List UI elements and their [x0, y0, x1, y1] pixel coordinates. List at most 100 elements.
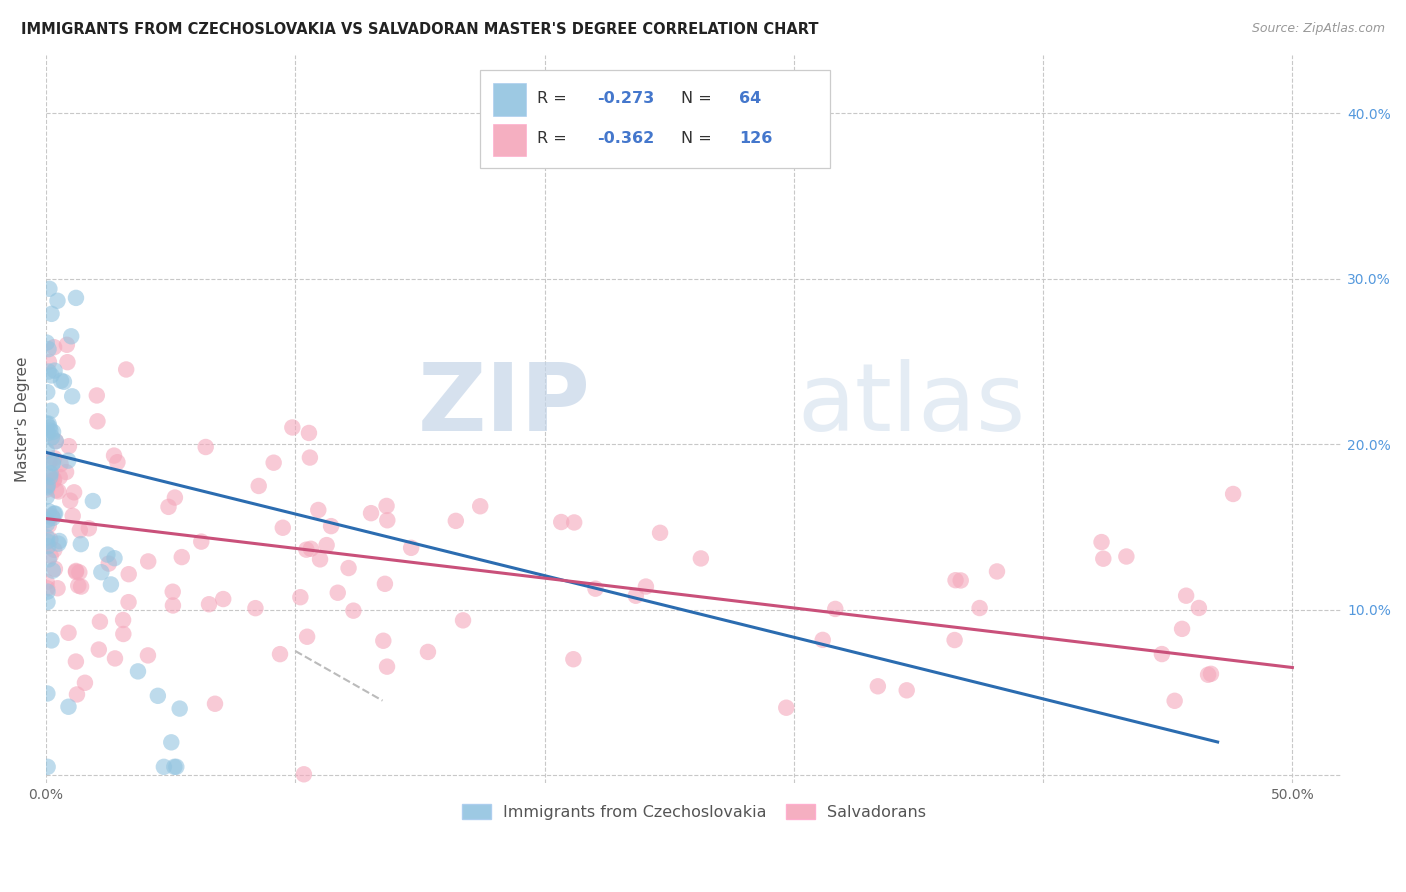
Point: [60, 329, 83, 343]
Point: [90, 565, 112, 579]
Point: [444, 514, 467, 528]
Point: [634, 580, 657, 594]
Point: [245, 601, 267, 615]
Point: [49, 457, 72, 471]
Point: [1188, 601, 1211, 615]
Point: [136, 648, 159, 663]
Point: [165, 760, 187, 774]
Point: [35, 516, 58, 531]
Point: [342, 604, 364, 618]
Point: [45, 434, 67, 449]
Point: [1171, 622, 1194, 636]
Point: [1175, 589, 1198, 603]
Point: [162, 584, 184, 599]
Point: [39, 549, 62, 563]
Point: [66, 688, 89, 702]
Point: [69, 537, 91, 551]
Point: [62, 508, 84, 523]
Text: IMMIGRANTS FROM CZECHOSLOVAKIA VS SALVADORAN MASTER'S DEGREE CORRELATION CHART: IMMIGRANTS FROM CZECHOSLOVAKIA VS SALVAD…: [21, 22, 818, 37]
Point: [41, 633, 63, 648]
Point: [247, 479, 270, 493]
Point: [59, 493, 82, 508]
Point: [41, 456, 63, 470]
Point: [58, 625, 80, 640]
Point: [35, 483, 58, 497]
Point: [77, 521, 100, 535]
Text: -0.273: -0.273: [598, 91, 654, 105]
Point: [269, 647, 291, 661]
FancyBboxPatch shape: [494, 124, 526, 156]
Point: [65, 564, 87, 578]
Point: [42, 425, 65, 439]
Point: [65, 291, 87, 305]
Text: N =: N =: [681, 91, 717, 105]
Point: [39, 467, 62, 481]
Point: [986, 565, 1008, 579]
Point: [319, 519, 342, 533]
Point: [37, 478, 59, 492]
Point: [38, 552, 60, 566]
Point: [299, 541, 322, 556]
Point: [127, 665, 149, 679]
Point: [38, 417, 60, 431]
Point: [298, 425, 321, 440]
Point: [41, 508, 63, 523]
Point: [42, 511, 65, 525]
Text: atlas: atlas: [797, 359, 1026, 450]
Point: [281, 420, 304, 434]
Point: [326, 585, 349, 599]
Point: [37, 534, 59, 549]
Point: [896, 683, 918, 698]
Point: [35, 490, 58, 504]
Point: [46, 581, 69, 595]
Point: [35, 443, 58, 458]
Point: [115, 362, 138, 376]
Point: [198, 597, 221, 611]
Point: [309, 552, 332, 566]
Point: [67, 566, 90, 580]
Point: [107, 455, 129, 469]
Point: [41, 470, 63, 484]
Point: [163, 491, 186, 505]
Point: [44, 472, 66, 486]
Point: [87, 642, 110, 657]
Point: [824, 602, 846, 616]
Point: [96, 548, 118, 562]
Point: [38, 518, 60, 533]
Text: -0.362: -0.362: [598, 131, 654, 146]
Point: [37, 582, 59, 596]
Point: [97, 557, 120, 571]
Point: [86, 414, 108, 428]
Point: [775, 700, 797, 714]
Point: [48, 533, 70, 548]
Point: [295, 542, 318, 557]
Point: [39, 470, 62, 484]
Point: [160, 735, 183, 749]
Point: [48, 484, 70, 499]
Point: [39, 403, 62, 417]
Point: [65, 655, 87, 669]
Point: [82, 494, 104, 508]
Point: [38, 455, 60, 469]
Point: [943, 633, 966, 648]
Point: [44, 542, 66, 557]
Point: [46, 536, 69, 550]
Point: [58, 699, 80, 714]
Point: [163, 760, 186, 774]
Point: [38, 355, 60, 369]
Point: [112, 613, 135, 627]
Point: [451, 613, 474, 627]
Point: [562, 652, 585, 666]
Point: [585, 582, 607, 596]
Point: [41, 430, 63, 444]
Point: [55, 465, 77, 479]
Point: [337, 561, 360, 575]
Point: [100, 577, 122, 591]
Point: [945, 573, 967, 587]
Point: [153, 760, 176, 774]
Point: [375, 659, 398, 673]
Point: [42, 564, 65, 578]
Point: [37, 385, 59, 400]
Point: [470, 500, 492, 514]
Point: [42, 340, 65, 354]
